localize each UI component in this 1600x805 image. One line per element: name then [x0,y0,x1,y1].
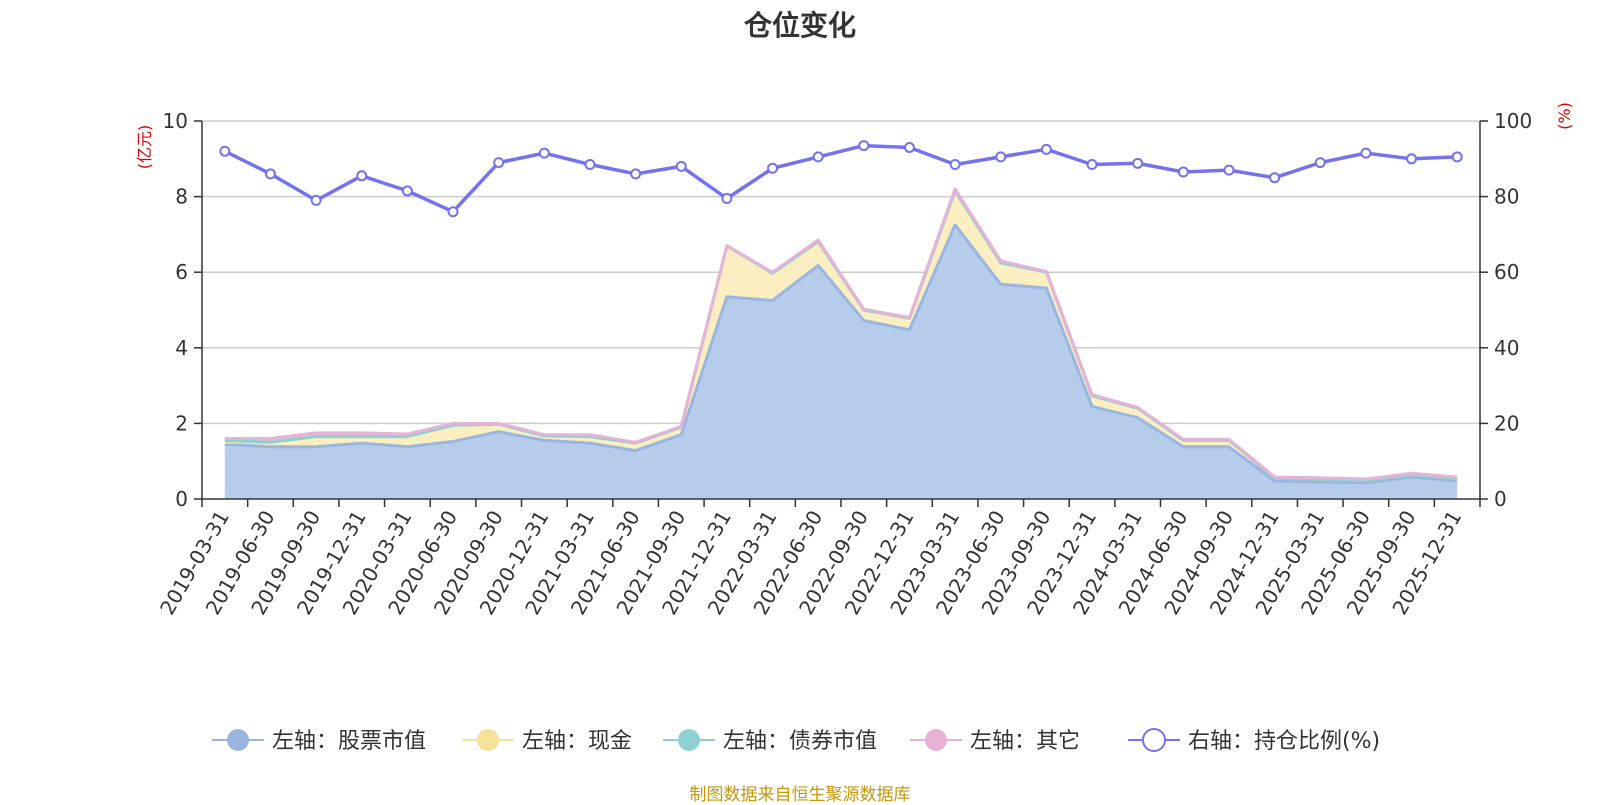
legend-marker [925,729,947,751]
ratio-point [995,151,1007,163]
right-tick-label: 100 [1494,109,1532,133]
legend-stock[interactable]: 左轴：股票市值 [212,729,426,754]
ratio-line-path [224,143,1458,214]
left-tick-label: 10 [163,109,188,133]
legend-marker [678,729,700,751]
ratio-point [949,158,961,170]
legend-label: 右轴：持仓比例(%) [1188,729,1380,754]
legend-label: 左轴：现金 [522,729,632,754]
legend[interactable]: 左轴：股票市值 左轴：现金 左轴：债券市值 左轴：其它 右轴：持仓比例(%) [212,728,1380,754]
legend-marker [1142,728,1166,752]
right-tick-label: 60 [1494,260,1519,284]
ratio-point [675,160,687,172]
legend-marker [477,729,499,751]
ratio-point [858,140,870,152]
ratio-point [447,206,459,218]
ratio-point [1132,157,1144,169]
legend-label: 左轴：股票市值 [272,729,426,754]
area-edge-stock [224,223,1458,485]
left-tick-label: 0 [175,487,188,511]
area-stock [224,224,1458,499]
ratio-point [401,185,413,197]
left-tick-label: 6 [175,260,188,284]
left-tick-label: 4 [175,336,188,360]
legend-other[interactable]: 左轴：其它 [910,729,1080,754]
ratio-point [903,141,915,153]
right-axis-unit: (%) [1555,102,1574,130]
right-tick-label: 0 [1494,487,1507,511]
left-axis-unit: (亿元) [135,125,154,170]
legend-ratio[interactable]: 右轴：持仓比例(%) [1128,728,1380,754]
ratio-point [356,170,368,182]
ratio-point [1406,153,1418,165]
chart-title: 仓位变化 [743,9,856,42]
legend-label: 左轴：其它 [970,729,1080,754]
legend-bond[interactable]: 左轴：债券市值 [663,729,877,754]
legend-label: 左轴：债券市值 [723,729,877,754]
ratio-point [1451,151,1463,163]
ratio-point [310,194,322,206]
ratio-point [812,151,824,163]
legend-cash[interactable]: 左轴：现金 [462,729,632,754]
ratio-point [1223,164,1235,176]
ratio-point [1314,157,1326,169]
ratio-point [1269,172,1281,184]
data-source-note: 制图数据来自恒生聚源数据库 [689,785,911,805]
ratio-point [219,145,231,157]
right-tick-label: 40 [1494,336,1519,360]
ratio-point [1086,158,1098,170]
ratio-point [538,147,550,159]
ratio-point [1177,166,1189,178]
ratio-point [721,192,733,204]
ratio-point [767,162,779,174]
ratio-point [493,157,505,169]
right-tick-label: 80 [1494,185,1519,209]
right-tick-label: 20 [1494,411,1519,435]
ratio-line [219,140,1463,218]
ratio-point [264,168,276,180]
left-tick-label: 8 [175,185,188,209]
ratio-point [584,158,596,170]
ratio-point [630,168,642,180]
area-edge-other [224,187,1458,481]
ratio-point [1040,143,1052,155]
legend-marker [227,729,249,751]
ratio-point [1360,147,1372,159]
left-tick-label: 2 [175,411,188,435]
stacked-areas [224,187,1458,499]
